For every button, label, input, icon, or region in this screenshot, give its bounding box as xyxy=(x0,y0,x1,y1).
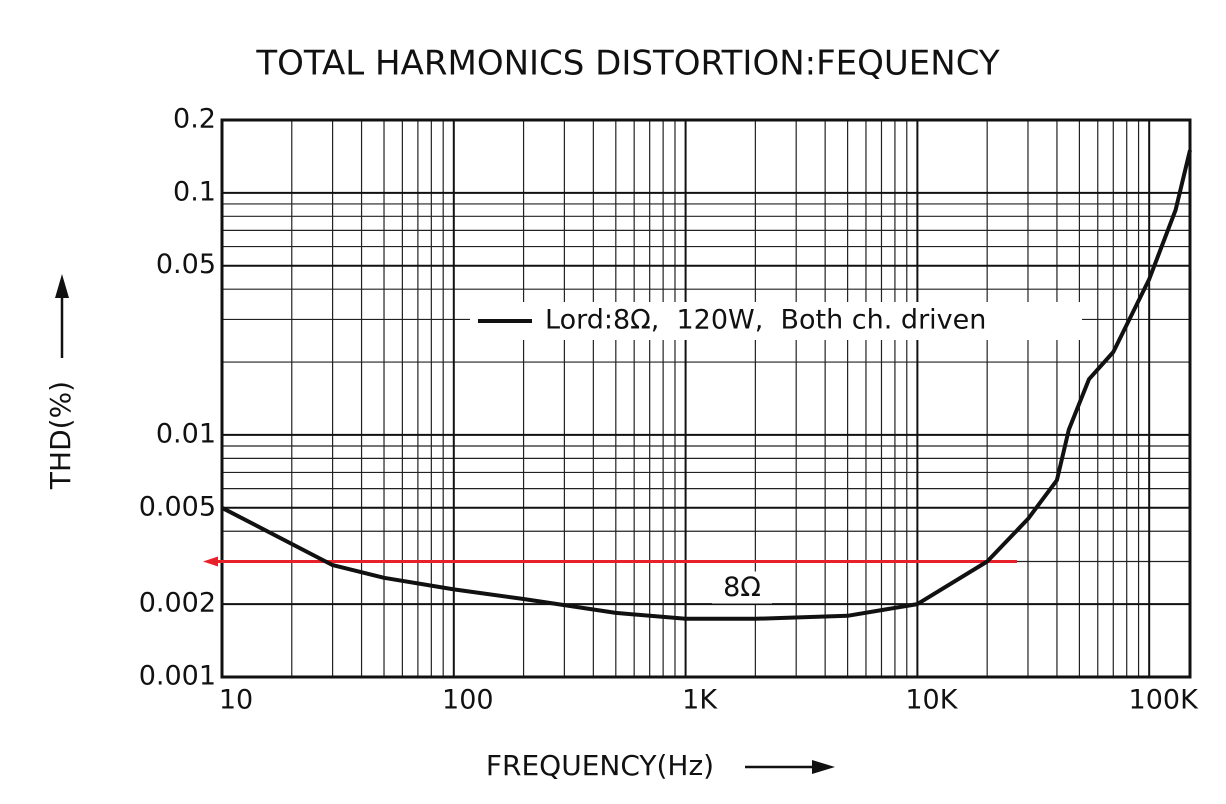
x-axis-label: FREQUENCY(Hz) xyxy=(486,749,714,782)
x-tick-label: 100K xyxy=(1129,685,1200,716)
y-tick-label: 0.002 xyxy=(139,588,216,619)
y-tick-label: 0.05 xyxy=(156,249,216,280)
y-tick-label: 0.1 xyxy=(173,176,216,207)
annotation: 8Ω xyxy=(723,572,761,603)
x-axis-arrow xyxy=(745,760,835,774)
reference-arrow xyxy=(203,556,218,567)
annotation-bg xyxy=(712,571,772,604)
x-tick-label: 1K xyxy=(682,685,718,716)
plot-frame xyxy=(220,118,1192,679)
y-tick-label: 0.01 xyxy=(156,418,216,449)
y-axis-arrow xyxy=(55,274,69,358)
x-tick-label: 10 xyxy=(219,685,253,716)
x-tick-label: 10K xyxy=(905,685,958,716)
line xyxy=(221,149,1192,621)
chart-title: TOTAL HARMONICS DISTORTION:FEQUENCY xyxy=(255,44,999,84)
y-axis-label: THD(%) xyxy=(44,381,77,490)
y-tick-label: 0.005 xyxy=(139,491,216,522)
x-tick-label: 100 xyxy=(442,685,494,716)
y-tick-label: 0.2 xyxy=(173,104,216,135)
legend-bg xyxy=(470,302,1082,340)
y-tick-label: 0.001 xyxy=(139,661,216,692)
legend-label: Lord:8Ω, 120W, Both ch. driven xyxy=(545,305,986,336)
